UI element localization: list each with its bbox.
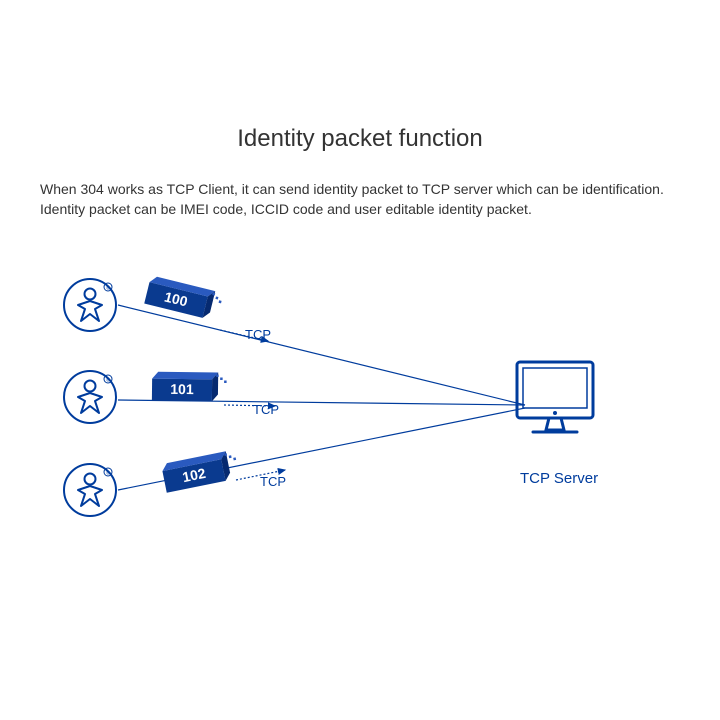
svg-text:©: © <box>106 285 110 292</box>
packet-number: 101 <box>170 381 194 397</box>
tcp-label: TCP <box>253 402 279 417</box>
clients: © © © <box>64 279 116 516</box>
server-label: TCP Server <box>520 470 598 487</box>
client-icon: © <box>64 279 116 331</box>
client-icon: © <box>64 464 116 516</box>
svg-text:©: © <box>106 470 110 477</box>
server-icon <box>517 362 593 432</box>
tcp-label: TCP <box>260 474 286 489</box>
svg-text:©: © <box>106 377 110 384</box>
tcp-label: TCP <box>245 327 271 342</box>
diagram-svg: © © © <box>0 0 720 720</box>
client-icon: © <box>64 371 116 423</box>
